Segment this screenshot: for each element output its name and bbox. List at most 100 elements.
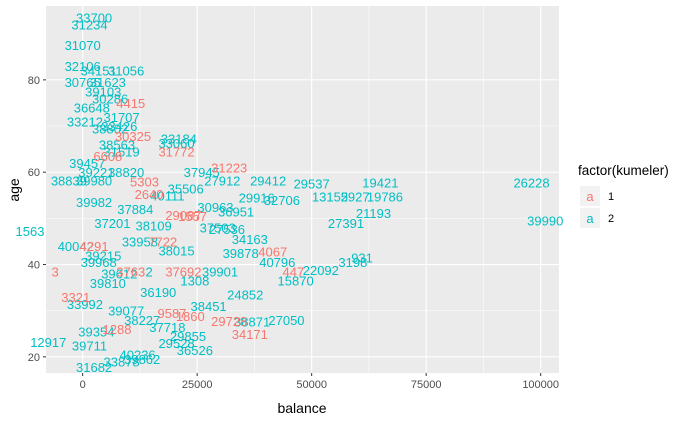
cluster-2-point-label: 39215: [85, 248, 121, 263]
cluster-2-point-label: 37201: [94, 216, 130, 231]
cluster-2-point-label: 31623: [90, 75, 126, 90]
y-axis-ticks: 20 40 60 80: [28, 75, 46, 364]
cluster-1-point-label: 1288: [103, 322, 132, 337]
cluster-2-point-label: 39968: [81, 255, 117, 270]
cluster-2-point-label: 37945: [184, 165, 220, 180]
cluster-1-point-label: 37692: [165, 264, 201, 279]
cluster-2-point-label: 931: [351, 251, 373, 266]
cluster-2-point-label: 2927: [341, 190, 370, 205]
cluster-2-point-label: 39457: [69, 156, 105, 171]
cluster-2-point-label: 29528: [158, 336, 194, 351]
y-tick-label: 20: [28, 352, 40, 364]
cluster-2-point-label: 29916: [239, 191, 275, 206]
cluster-2-point-label: 15870: [278, 274, 314, 289]
cluster-2-point-label: 31707: [103, 110, 139, 125]
x-tick-label: 0: [80, 379, 86, 391]
cluster-1-point-label: 30325: [115, 129, 151, 144]
legend-label: 1: [608, 191, 614, 203]
cluster-1-point-label: 3321: [61, 290, 90, 305]
cluster-2-point-label: 34151: [81, 64, 117, 79]
cluster-2-point-label: 39221: [78, 165, 114, 180]
cluster-1-point-label: 5303: [130, 174, 159, 189]
cluster-2-point-label: 38871: [234, 314, 270, 329]
cluster-2-point-label: 38015: [158, 244, 194, 259]
cluster-2-point-label: 39990: [527, 214, 563, 229]
cluster-1-point-label: 9587: [157, 306, 186, 321]
x-axis-ticks: 0 25000 50000 75000 100000: [80, 373, 559, 391]
cluster-2-point-label: 33958: [122, 234, 158, 249]
cluster-2-point-label: 39077: [108, 304, 144, 319]
cluster-1-point-label: 1557: [178, 209, 207, 224]
cluster-2-point-label: 13155: [312, 190, 348, 205]
legend-key-box: [580, 186, 600, 206]
y-tick-label: 80: [28, 75, 40, 87]
x-tick-label: 25000: [182, 379, 213, 391]
cluster-1-point-label: 29728: [211, 314, 247, 329]
cluster-2-point-label: 32706: [264, 193, 300, 208]
cluster-2-point-label: 36648: [74, 101, 110, 116]
x-tick-label: 50000: [296, 379, 327, 391]
cluster-2-point-label: 39862: [124, 352, 160, 367]
major-gridlines: [46, 6, 559, 373]
cluster-2-point-label: 33700: [76, 11, 112, 26]
cluster-1-point-label: 29087: [165, 208, 201, 223]
x-axis-title: balance: [277, 400, 326, 416]
cluster-2-point-label: 29855: [170, 329, 206, 344]
legend: factor(kumeler) a 1 a 2: [578, 163, 669, 228]
cluster-2-point-label: 31070: [65, 38, 101, 53]
cluster-2-point-label: 38802: [92, 121, 128, 136]
cluster-1-point-label: 2640: [135, 187, 164, 202]
cluster-2-point-label: 1308: [180, 274, 209, 289]
cluster-2-point-label: 29412: [250, 173, 286, 188]
cluster-2-point-label: 40111: [150, 188, 184, 203]
cluster-2-point-label: 31682: [76, 360, 112, 375]
x-tick-label: 75000: [411, 379, 442, 391]
cluster-1-point-label: 31772: [158, 144, 194, 159]
cluster-2-point-label: 34163: [232, 232, 268, 247]
y-tick-label: 40: [28, 260, 40, 272]
cluster-2-point-label: 19786: [367, 190, 403, 205]
cluster-2-point-label: 30765: [65, 75, 101, 90]
cluster-2-point-label: 37718: [149, 320, 185, 335]
cluster-2-point-label: 38820: [108, 165, 144, 180]
cluster-2-point-label: 32106: [65, 59, 101, 74]
cluster-2-point-label: 36951: [218, 204, 254, 219]
cluster-2-point-label: 31234: [71, 17, 107, 32]
cluster-2-point-label: 38563: [99, 137, 135, 152]
cluster-2-point-label: 30286: [92, 91, 128, 106]
cluster-2-point-label: 37503: [200, 221, 236, 236]
cluster-2-point-label: 33184: [161, 131, 197, 146]
cluster-2-point-label: 21193: [356, 206, 391, 221]
cluster-2-point-label: 26228: [513, 175, 549, 190]
cluster-2-point-label: 12917: [30, 335, 66, 350]
cluster-1-point-label: 4067: [258, 245, 287, 260]
cluster-2-point-label: 27050: [268, 313, 304, 328]
legend-key-box: [580, 208, 600, 228]
cluster-2-point-label: 29537: [294, 177, 330, 192]
cluster-1-point-label: 31223: [211, 161, 247, 176]
cluster-2-point-label: 40796: [259, 255, 295, 270]
cluster-1-point-label: 7722: [148, 234, 177, 249]
cluster-1-point-label: 6608: [93, 149, 122, 164]
cluster-2-point-label: 33060: [158, 136, 194, 151]
cluster-2-point-label: 33992: [67, 297, 103, 312]
cluster-2-point-label: 27391: [328, 216, 364, 231]
minor-gridlines: [46, 6, 559, 373]
cluster-2-point-label: 39103: [85, 84, 121, 99]
cluster-1-point-label: 34171: [232, 327, 268, 342]
cluster-1-point-label: 4291: [80, 239, 109, 254]
plot-panel: [46, 6, 559, 373]
legend-key-glyph: a: [586, 189, 594, 204]
cluster-1-point-label: 3763: [116, 264, 145, 279]
cluster-2-point-label: 27536: [209, 222, 245, 237]
cluster-2-point-label: 24852: [227, 288, 263, 303]
y-axis-title: age: [6, 178, 22, 202]
y-tick-label: 60: [28, 167, 40, 179]
cluster-2-point-label: 40042: [58, 239, 94, 254]
cluster-1-point-label: 447: [282, 264, 304, 279]
cluster-2-point-label: 40236: [120, 348, 156, 363]
cluster-2-point-label: 33426: [101, 119, 137, 134]
cluster-2-point-label: 38109: [136, 218, 172, 233]
